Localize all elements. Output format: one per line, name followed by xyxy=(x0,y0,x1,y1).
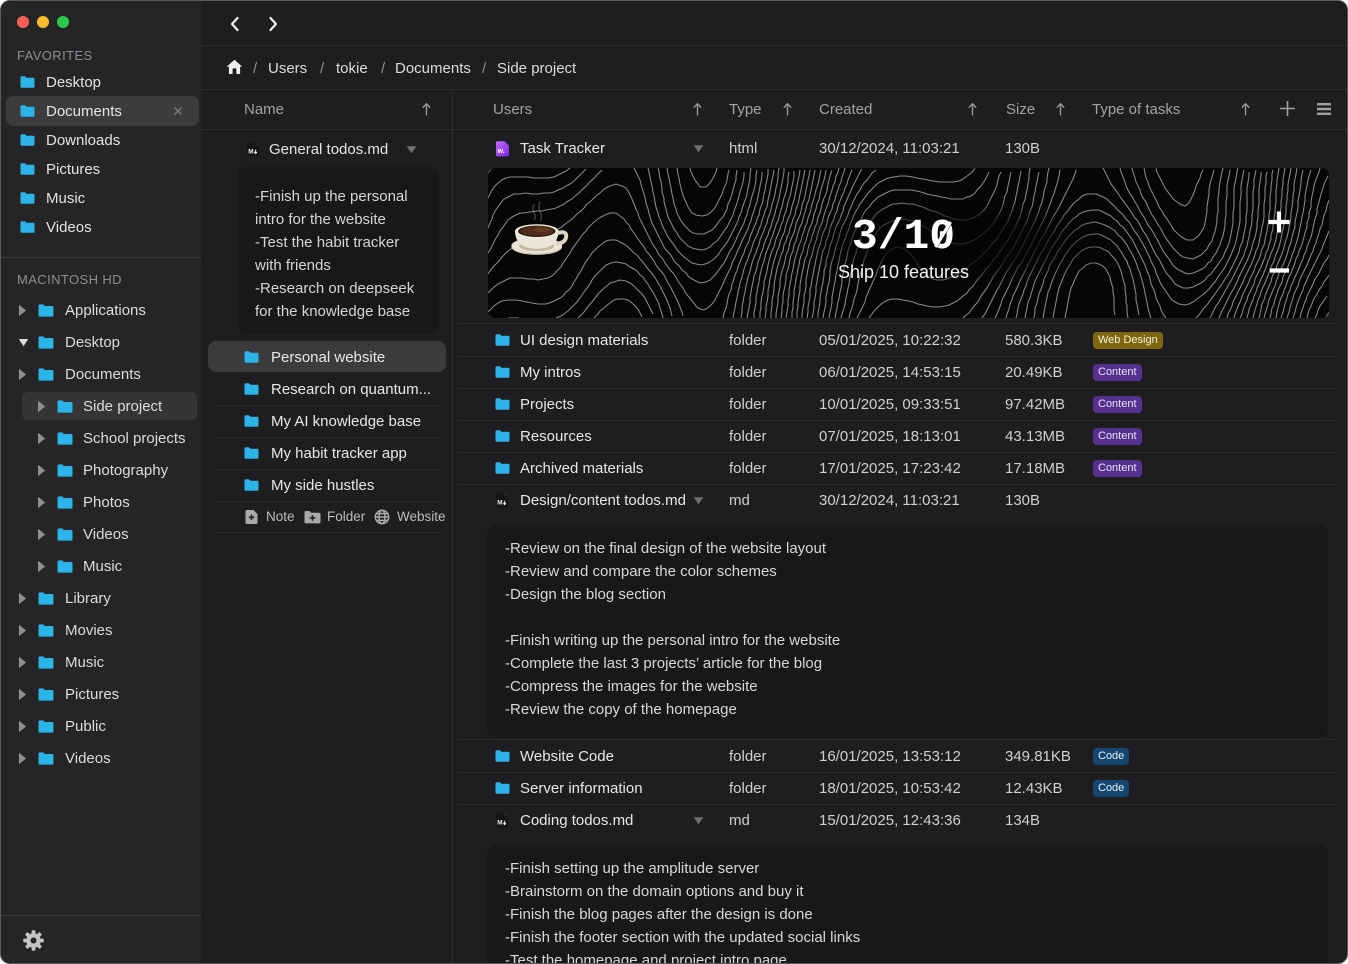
svg-text:w.: w. xyxy=(497,148,505,155)
svg-text:M: M xyxy=(497,500,502,507)
svg-text:M: M xyxy=(497,820,502,827)
svg-text:M: M xyxy=(248,149,253,156)
